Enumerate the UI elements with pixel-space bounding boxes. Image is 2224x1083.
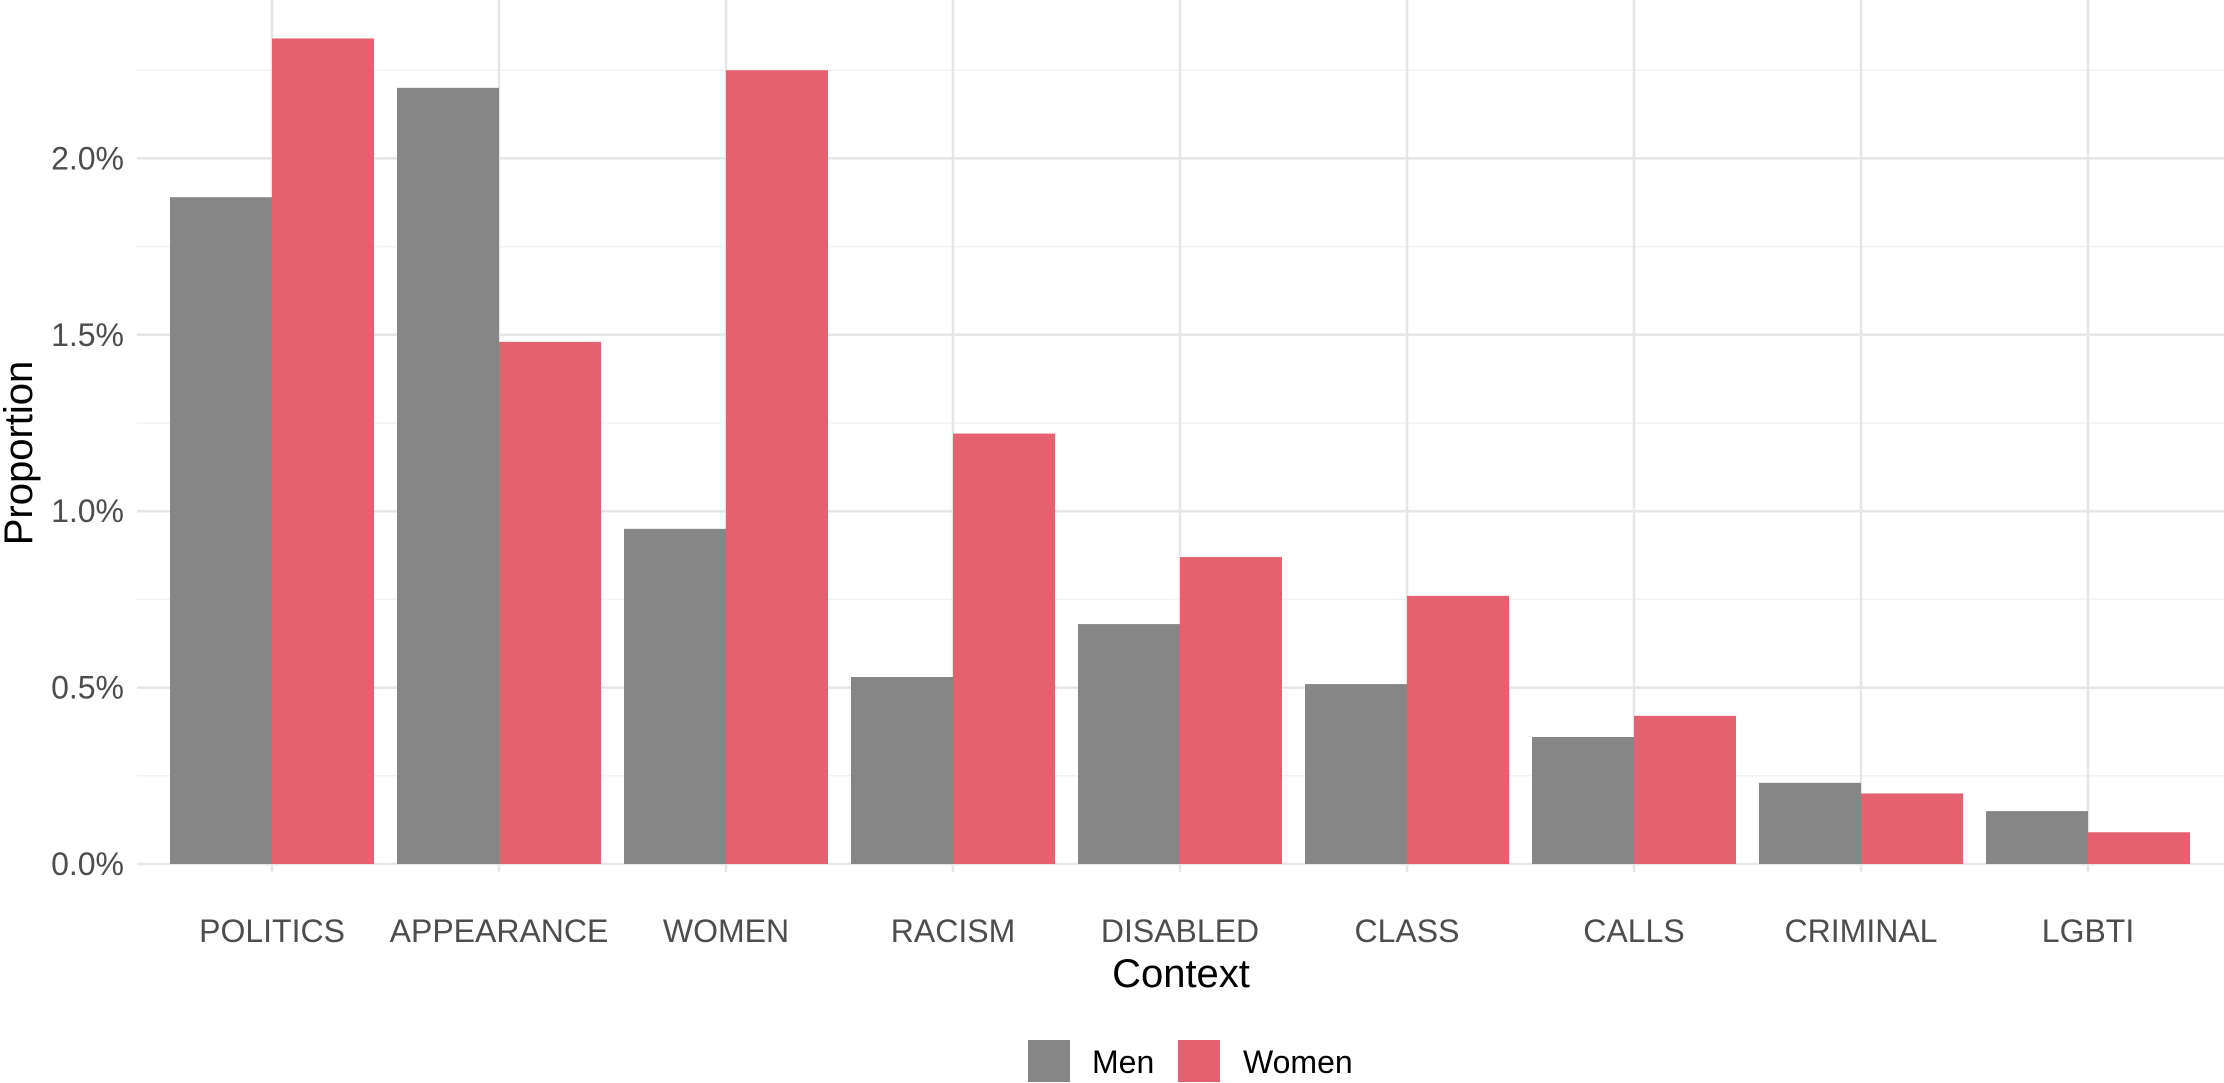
x-tick-label: CALLS bbox=[1583, 913, 1684, 949]
bar-appearance-men bbox=[397, 87, 499, 865]
x-axis-ticks: POLITICS APPEARANCE WOMEN RACISM DISABLED CLA… bbox=[199, 913, 2134, 949]
bar-politics-men bbox=[170, 197, 272, 864]
x-tick-label: LGBTI bbox=[2042, 913, 2134, 949]
bar-politics-women bbox=[272, 38, 374, 864]
legend-swatch-men bbox=[1028, 1040, 1070, 1082]
bar-criminal-women bbox=[1861, 793, 1963, 864]
x-tick-label: POLITICS bbox=[199, 913, 345, 949]
bar-class-men bbox=[1305, 684, 1407, 864]
y-tick-label: 0.5% bbox=[51, 670, 124, 706]
y-axis-ticks: 0.0% 0.5% 1.0% 1.5% 2.0% bbox=[51, 140, 124, 882]
x-tick-label: RACISM bbox=[891, 913, 1015, 949]
x-axis-title: Context bbox=[1112, 952, 1250, 996]
bar-lgbti-men bbox=[1986, 811, 2088, 864]
legend-label-women: Women bbox=[1243, 1044, 1353, 1080]
x-tick-label: CRIMINAL bbox=[1785, 913, 1938, 949]
legend: Men Women bbox=[1028, 1040, 1353, 1082]
x-tick-label: APPEARANCE bbox=[390, 913, 609, 949]
y-tick-label: 0.0% bbox=[51, 846, 124, 882]
x-tick-label: DISABLED bbox=[1101, 913, 1259, 949]
x-tick-label: WOMEN bbox=[663, 913, 789, 949]
bar-racism-men bbox=[851, 677, 953, 864]
y-tick-label: 1.5% bbox=[51, 317, 124, 353]
y-tick-label: 2.0% bbox=[51, 140, 124, 176]
bar-lgbti-women bbox=[2088, 832, 2190, 864]
bar-women-women bbox=[726, 70, 828, 864]
bar-class-women bbox=[1407, 595, 1509, 864]
bar-racism-women bbox=[953, 433, 1055, 864]
bar-appearance-women bbox=[499, 341, 601, 865]
bar-calls-women bbox=[1634, 715, 1736, 864]
bar-disabled-men bbox=[1078, 624, 1180, 864]
bars bbox=[170, 38, 2190, 865]
legend-swatch-women bbox=[1178, 1040, 1220, 1082]
x-tick-label: CLASS bbox=[1355, 913, 1460, 949]
bar-women-men bbox=[624, 528, 726, 864]
bar-disabled-women bbox=[1180, 557, 1282, 864]
y-tick-label: 1.0% bbox=[51, 493, 124, 529]
y-axis-title: Proportion bbox=[0, 361, 41, 546]
bar-calls-men bbox=[1532, 736, 1634, 864]
bar-criminal-men bbox=[1759, 782, 1861, 864]
legend-label-men: Men bbox=[1092, 1044, 1154, 1080]
